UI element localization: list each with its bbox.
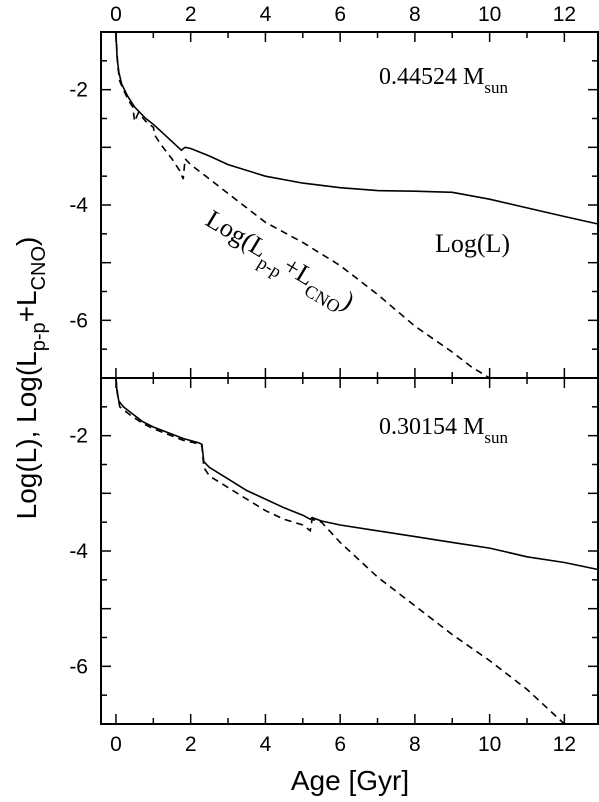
y-tick-label: -2: [69, 79, 88, 102]
y-axis-title: Log(L), Log(Lp-p+LCNO): [11, 237, 50, 520]
x-tick-label: 8: [409, 3, 421, 26]
x-tick-label: 10: [478, 3, 501, 26]
x-tick-label: 2: [185, 733, 197, 756]
x-tick-label: 2: [185, 3, 197, 26]
y-tick-label: -6: [69, 309, 88, 332]
x-tick-label: 8: [409, 733, 421, 756]
total-luminosity-curve: [115, 377, 599, 571]
top-mass-label: 0.44524 Msun: [379, 64, 508, 97]
x-tick-label: 4: [260, 3, 272, 26]
y-tick-label: -4: [69, 194, 88, 217]
total-luminosity-curve: [115, 31, 599, 225]
x-tick-label: 0: [110, 733, 122, 756]
bottom-mass-label: 0.30154 Msun: [379, 414, 508, 447]
x-tick-label: 0: [110, 3, 122, 26]
x-tick-label: 12: [553, 733, 576, 756]
data-curves: [115, 31, 599, 725]
y-tick-label: -2: [69, 425, 88, 448]
tick-labels: -2 -4 -6 0 2 4 6 8 10 12 -2 -4 -6 0 2 4 6 8 10 12: [69, 3, 576, 756]
pp-cno-luminosity-curve: [115, 31, 491, 379]
y-tick-label: -4: [69, 540, 88, 563]
x-tick-label: 6: [334, 3, 346, 26]
logL-annotation: Log(L): [435, 229, 510, 258]
x-tick-label: 12: [553, 3, 576, 26]
x-tick-label: 10: [478, 733, 501, 756]
x-tick-label: 6: [334, 733, 346, 756]
pp-cno-luminosity-curve: [115, 377, 565, 725]
x-tick-label: 4: [260, 733, 272, 756]
top-panel-frame: [100, 31, 599, 379]
x-axis-title: Age [Gyr]: [291, 765, 409, 796]
axis-ticks: [101, 31, 598, 725]
y-tick-label: -6: [69, 655, 88, 678]
